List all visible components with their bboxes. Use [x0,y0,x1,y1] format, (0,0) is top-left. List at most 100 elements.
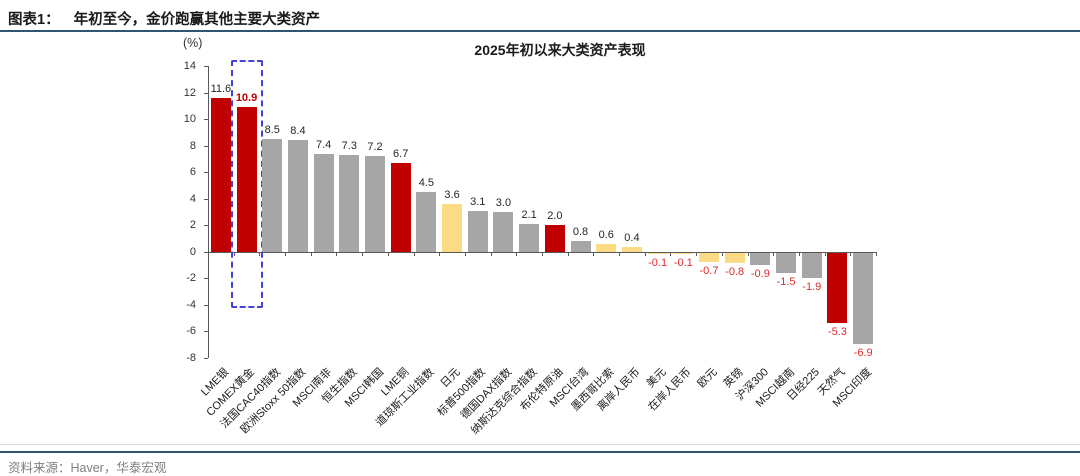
figure-title: 年初至今，金价跑赢其他主要大类资产 [73,12,321,28]
bar-纳斯达克综合指数 [519,223,540,252]
x-tick-mark [696,251,697,256]
y-tick-mark [204,172,208,174]
y-tick-label: 14 [183,60,196,72]
y-tick-mark [204,278,208,280]
footer-rule [0,451,1080,453]
chart-title: 2025年初以来大类资产表现 [474,42,646,58]
x-tick-mark [593,251,594,256]
bar-MSCI印度 [853,252,874,345]
bar-道琼斯工业指数 [416,192,437,252]
bar-MSCI韩国 [365,156,385,252]
bar-value-label: 3.6 [444,189,460,202]
bar-恒生指数 [339,154,360,252]
bar-value-label: -0.1 [648,257,668,270]
y-tick-label: -6 [186,325,196,338]
y-tick-label: 0 [189,245,196,258]
y-tick-mark [204,304,208,306]
bar-value-label: -6.9 [853,347,873,360]
x-tick-mark [414,251,415,256]
x-tick-mark [645,251,646,256]
y-axis-line [208,66,209,358]
figure-header: 图表1： 年初至今，金价跑赢其他主要大类资产 [8,8,320,29]
bar-天然气 [827,252,848,324]
bar-value-label: 11.6 [210,82,232,95]
bar-value-label: 0.6 [598,228,614,241]
y-tick-label: 12 [183,86,196,99]
x-tick-mark [311,251,312,256]
bar-COMEX黄金 [236,107,257,252]
bar-MSCI越南 [776,252,797,273]
bar-欧洲Stoxx 50指数 [287,140,308,252]
x-tick-mark [362,251,363,256]
x-tick-mark [465,251,466,256]
bar-value-label: -0.8 [725,266,745,279]
highlight-box [230,60,263,308]
y-tick-mark [204,251,208,253]
bar-法国CAC40指数 [262,139,283,252]
figure-label: 图表1： [8,12,60,28]
bar-LME铜 [390,162,411,252]
x-tick-mark [234,251,235,256]
y-tick-label: 6 [189,166,196,179]
x-axis-category-labels: LME银 COMEX黄金 法国CAC40指数 欧洲Stoxx 50指数 MSCI南非 恒生… [199,364,876,469]
y-tick-label: -4 [186,298,196,311]
bar-德国DAX指数 [493,212,514,252]
y-tick-mark [204,358,208,359]
x-tick-mark [568,251,569,256]
x-tick-mark [491,251,492,256]
bar-value-label: 2.0 [547,210,563,223]
bar-离岸人民币 [621,246,642,252]
x-tick-mark [876,251,877,256]
y-tick-label: 4 [189,192,196,205]
bar-日元 [442,204,463,252]
y-axis-tick-labels: 14 12 10 8 6 4 2 0 -2 -4 -6 -8 [160,60,204,364]
bar-value-label: 10.9 [235,92,258,105]
bar-value-label: -0.9 [750,267,770,280]
bar-value-label: 0.8 [572,226,589,239]
bar-标普500指数 [467,210,488,252]
bar-墨西哥比索 [596,243,617,252]
y-tick-mark [204,66,208,67]
bar-value-label: 6.7 [393,147,409,160]
x-tick-mark [439,251,440,256]
y-tick-label: -8 [186,352,196,364]
plot-area: 11.6 10.9 8.5 8.4 7.4 7.3 7.2 6.7 4.5 3.6 3.1 3.0 2.… [204,60,877,359]
bar-英镑 [724,252,745,264]
y-axis-unit-label: (%) [183,36,203,50]
x-tick-mark [619,251,620,256]
x-tick-mark [516,251,517,256]
bar-value-label: 2.1 [521,208,537,221]
bar-value-label: 8.4 [290,125,306,138]
bar-在岸人民币 [673,252,694,255]
bar-value-label: 0.4 [624,231,640,244]
x-tick-mark [850,251,851,256]
x-tick-mark [259,251,260,256]
y-tick-mark [204,198,208,200]
bar-MSCI南非 [313,153,334,252]
bar-value-label: 8.5 [264,124,280,136]
x-tick-mark [773,251,774,256]
y-tick-mark [204,92,208,94]
bar-布伦特原油 [544,225,565,252]
y-tick-label: 8 [189,139,196,152]
y-tick-mark [204,331,208,333]
bar-value-label: 7.3 [341,139,357,152]
bar-value-label: -1.9 [802,281,822,294]
bar-欧元 [699,252,719,263]
header-rule [0,30,1080,32]
y-tick-label: -2 [186,272,196,285]
bar-value-label: 3.1 [470,195,486,208]
x-tick-mark [388,251,389,256]
x-tick-mark [722,251,723,256]
x-tick-mark [208,251,209,256]
x-tick-mark [670,251,671,256]
x-tick-mark [542,251,543,256]
bar-LME银 [210,97,231,252]
x-tick-mark [799,251,800,256]
bar-美元 [647,252,668,255]
y-tick-mark [204,119,208,121]
x-tick-mark [825,251,826,256]
source-text: 资料来源：Haver，华泰宏观 [8,461,167,475]
chart-bottom-border [0,444,1080,445]
bar-value-label: -1.5 [776,275,796,288]
